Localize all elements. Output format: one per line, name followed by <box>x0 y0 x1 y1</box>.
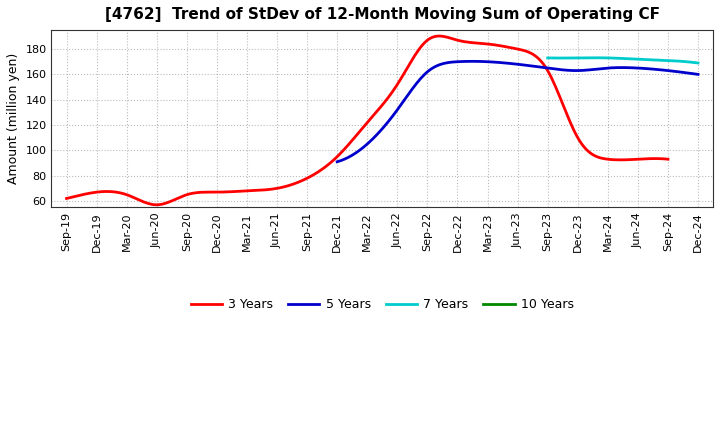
7 Years <box>590 55 599 60</box>
7 Years <box>544 55 552 61</box>
3 Years <box>664 157 672 162</box>
3 Years <box>62 196 71 201</box>
5 Years <box>693 72 702 77</box>
7 Years <box>680 59 689 64</box>
5 Years <box>549 66 557 71</box>
5 Years <box>555 67 564 72</box>
7 Years <box>544 55 552 61</box>
3 Years <box>64 195 73 201</box>
3 Years <box>573 135 582 140</box>
5 Years <box>638 66 647 71</box>
Title: [4762]  Trend of StDev of 12-Month Moving Sum of Operating CF: [4762] Trend of StDev of 12-Month Moving… <box>105 7 660 22</box>
Y-axis label: Amount (million yen): Amount (million yen) <box>7 53 20 184</box>
7 Years <box>693 60 702 66</box>
3 Years <box>420 40 429 45</box>
5 Years <box>548 66 557 71</box>
Line: 3 Years: 3 Years <box>66 36 668 205</box>
Legend: 3 Years, 5 Years, 7 Years, 10 Years: 3 Years, 5 Years, 7 Years, 10 Years <box>186 293 579 316</box>
7 Years <box>634 56 642 62</box>
3 Years <box>434 33 443 39</box>
5 Years <box>334 159 343 164</box>
7 Years <box>633 56 642 62</box>
7 Years <box>636 57 644 62</box>
3 Years <box>611 157 620 162</box>
3 Years <box>153 202 161 207</box>
7 Years <box>670 58 679 63</box>
Line: 5 Years: 5 Years <box>337 61 698 162</box>
Line: 7 Years: 7 Years <box>548 58 698 63</box>
5 Years <box>661 68 670 73</box>
5 Years <box>333 159 341 165</box>
3 Years <box>432 33 441 39</box>
5 Years <box>468 59 477 64</box>
3 Years <box>422 38 431 44</box>
